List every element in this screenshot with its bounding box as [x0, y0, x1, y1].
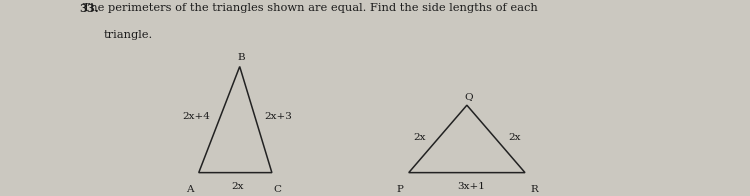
Text: P: P	[396, 185, 404, 194]
Text: B: B	[238, 53, 245, 62]
Text: C: C	[274, 185, 282, 194]
Text: 2x: 2x	[231, 182, 244, 191]
Text: R: R	[530, 185, 538, 194]
Text: 2x: 2x	[413, 133, 425, 142]
Text: 2x+3: 2x+3	[264, 112, 292, 121]
Text: 2x: 2x	[509, 133, 521, 142]
Text: triangle.: triangle.	[104, 30, 153, 40]
Text: Q: Q	[464, 92, 472, 101]
Text: 3x+1: 3x+1	[458, 182, 485, 191]
Text: A: A	[186, 185, 194, 194]
Text: The perimeters of the triangles shown are equal. Find the side lengths of each: The perimeters of the triangles shown ar…	[79, 3, 538, 13]
Text: 33.: 33.	[79, 3, 98, 14]
Text: 2x+4: 2x+4	[183, 112, 211, 121]
